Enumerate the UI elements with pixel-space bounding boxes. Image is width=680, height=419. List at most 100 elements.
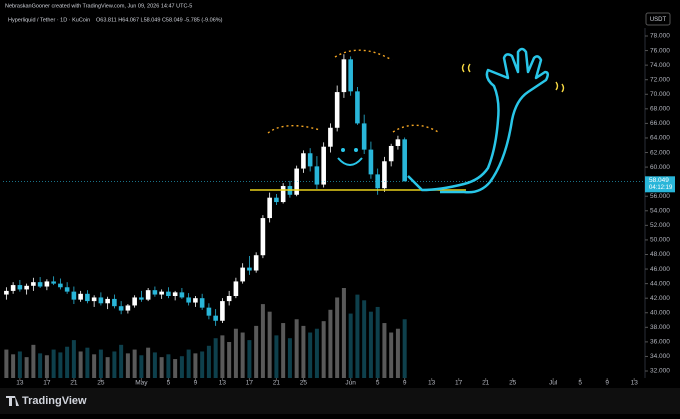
y-tick-label: 44.000 bbox=[650, 280, 670, 287]
y-tick-label: 46.000 bbox=[650, 266, 670, 273]
y-tick-label: 68.000 bbox=[650, 106, 670, 113]
y-tick-label: 34.000 bbox=[650, 353, 670, 360]
annotations bbox=[250, 47, 565, 194]
candle-body bbox=[247, 267, 252, 271]
smile bbox=[337, 157, 363, 166]
candle-body bbox=[341, 59, 347, 93]
volume-bar bbox=[375, 306, 380, 378]
y-tick-label: 60.000 bbox=[650, 164, 670, 171]
candle-body bbox=[64, 287, 70, 292]
volume-bar bbox=[389, 332, 394, 378]
ohlc: O63.811 H64.067 L58.049 C58.049 -5.785 (… bbox=[96, 17, 223, 23]
y-tick-label: 38.000 bbox=[650, 324, 670, 331]
candle-body bbox=[307, 153, 313, 167]
y-tick-label: 56.000 bbox=[650, 193, 670, 200]
candle-body bbox=[152, 290, 158, 295]
volume-bar bbox=[220, 335, 225, 378]
y-tick-label: 42.000 bbox=[650, 295, 670, 302]
x-tick-label: 25 bbox=[509, 380, 517, 387]
volume-bar bbox=[328, 309, 333, 378]
y-tick-label: 36.000 bbox=[650, 339, 670, 346]
x-tick-label: 21 bbox=[482, 380, 490, 387]
currency: USDT bbox=[650, 17, 667, 23]
x-tick-label: 5 bbox=[578, 380, 582, 387]
candle-body bbox=[193, 298, 198, 303]
y-tick-label: 78.000 bbox=[650, 33, 670, 40]
volume-bar bbox=[186, 349, 191, 378]
candle-body bbox=[233, 281, 239, 296]
volume-bar bbox=[341, 288, 346, 378]
volume-bar bbox=[314, 328, 319, 378]
volume-bar bbox=[11, 354, 16, 378]
candle-body bbox=[206, 307, 212, 316]
y-tick-label: 32.000 bbox=[650, 368, 670, 375]
volume-bar bbox=[287, 338, 292, 378]
candle-body bbox=[314, 166, 320, 185]
volume-bar bbox=[254, 325, 259, 378]
x-tick-label: 13 bbox=[631, 380, 639, 387]
volume-bar bbox=[355, 294, 360, 378]
waving-hand bbox=[407, 47, 549, 194]
candle-body bbox=[213, 315, 218, 321]
volume-bar bbox=[395, 328, 400, 378]
candle-body bbox=[51, 281, 56, 284]
x-tick-label: Jul bbox=[549, 380, 558, 387]
candle-body bbox=[280, 186, 286, 203]
candle-body bbox=[274, 197, 279, 203]
last-price-box bbox=[645, 176, 675, 193]
candle-body bbox=[294, 168, 299, 195]
candle-body bbox=[132, 297, 137, 306]
candle-body bbox=[17, 285, 23, 290]
volume-bar bbox=[132, 349, 137, 378]
candle-body bbox=[199, 298, 205, 308]
volume-bar bbox=[58, 352, 63, 378]
volume-bar bbox=[105, 357, 110, 378]
volume-bar bbox=[335, 297, 340, 378]
candle-body bbox=[361, 123, 367, 150]
volume-bar bbox=[308, 332, 313, 378]
x-tick-label: 9 bbox=[605, 380, 609, 387]
candle-body bbox=[382, 161, 387, 189]
volume-bar bbox=[65, 346, 70, 378]
volume-bar bbox=[44, 355, 49, 378]
volume-bar bbox=[281, 323, 286, 378]
volume-bar bbox=[78, 351, 83, 378]
candle-body bbox=[78, 293, 83, 300]
volume-bar bbox=[247, 340, 252, 378]
y-tick-label: 40.000 bbox=[650, 309, 670, 316]
eye bbox=[341, 148, 345, 152]
wave-mark bbox=[555, 81, 565, 93]
volume-bar bbox=[98, 349, 103, 378]
y-tick-label: 74.000 bbox=[650, 62, 670, 69]
candle-body bbox=[10, 285, 16, 291]
candle-body bbox=[388, 145, 394, 162]
x-tick-label: 13 bbox=[16, 380, 24, 387]
volume-bar bbox=[38, 353, 43, 378]
y-tick-label: 52.000 bbox=[650, 222, 670, 229]
candle-body bbox=[112, 298, 117, 307]
eye bbox=[354, 148, 358, 152]
candle-body bbox=[220, 301, 225, 321]
candle-body bbox=[368, 149, 374, 175]
y-tick-label: 70.000 bbox=[650, 91, 670, 98]
x-tick-label: 25 bbox=[97, 380, 105, 387]
candle-body bbox=[98, 297, 104, 304]
candle-body bbox=[37, 282, 43, 287]
volume-bar bbox=[402, 319, 407, 378]
volume-bar bbox=[24, 357, 29, 378]
candle-body bbox=[355, 91, 360, 124]
x-tick-label: 25 bbox=[300, 380, 308, 387]
volume-bar bbox=[31, 344, 36, 378]
y-tick-label: 50.000 bbox=[650, 237, 670, 244]
volume-bar bbox=[294, 319, 299, 378]
logo bbox=[6, 396, 19, 406]
volume-bar bbox=[260, 304, 265, 378]
x-tick-label: 13 bbox=[428, 380, 436, 387]
countdown: 04:12:19 bbox=[649, 185, 673, 191]
candle-body bbox=[348, 59, 353, 92]
arc bbox=[392, 124, 441, 134]
volume-bar bbox=[119, 344, 124, 378]
x-tick-label: 13 bbox=[219, 380, 227, 387]
